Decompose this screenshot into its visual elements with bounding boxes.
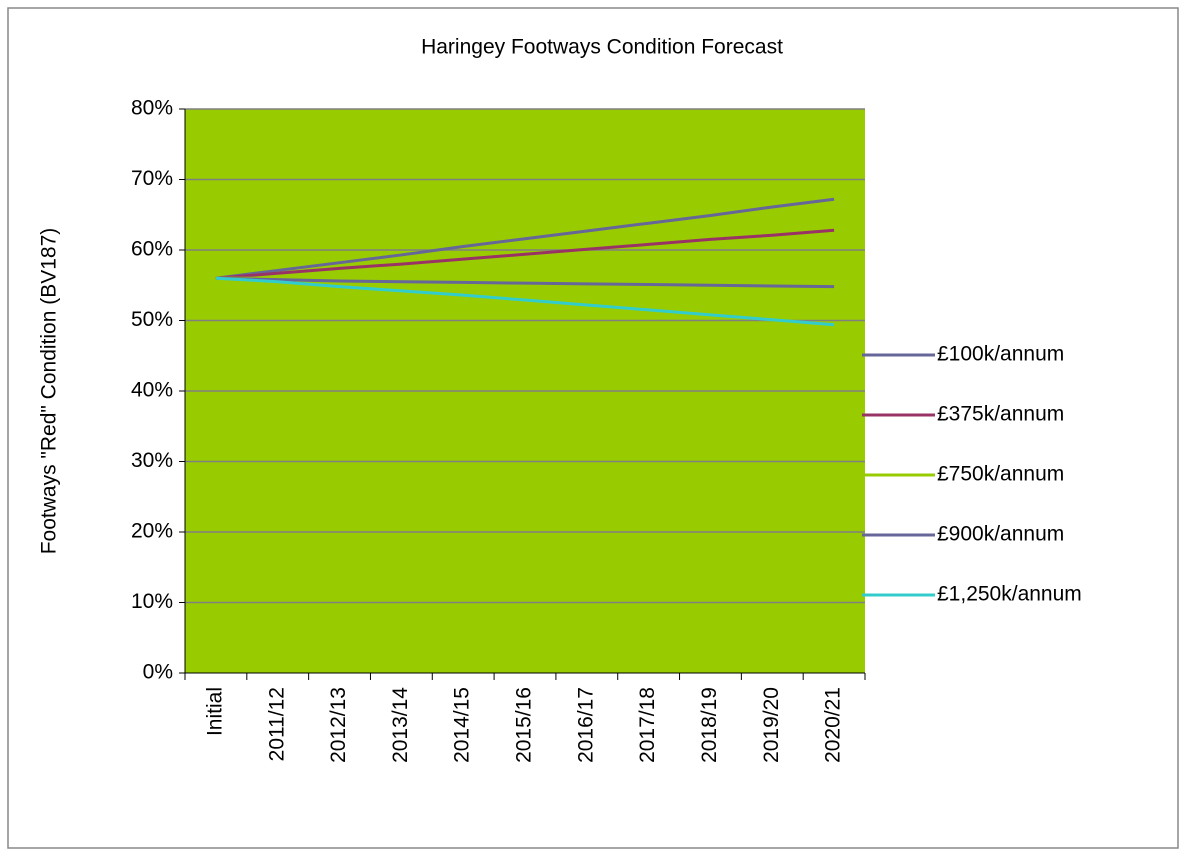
legend-label: £1,250k/annum — [937, 583, 1082, 606]
series-line — [215, 276, 835, 327]
y-tick-label: 40% — [131, 379, 173, 402]
y-tick-label: 80% — [131, 97, 173, 120]
legend-label: £750k/annum — [937, 463, 1064, 486]
series-line — [215, 197, 835, 280]
y-tick-label: 70% — [131, 167, 173, 190]
x-tick-label: 2019/20 — [760, 687, 783, 763]
x-tick-label: 2016/17 — [574, 687, 597, 763]
x-tick-label: 2011/12 — [265, 687, 288, 761]
legend-label: £375k/annum — [937, 403, 1064, 426]
y-axis-label: Footways "Red" Condition (BV187) — [38, 228, 61, 555]
x-tick-label: 2012/13 — [327, 687, 350, 763]
x-tick-label: 2020/21 — [822, 687, 845, 763]
x-tick-label: 2013/14 — [389, 687, 412, 763]
x-tick-label: 2014/15 — [451, 687, 474, 763]
x-tick-label: 2018/19 — [698, 687, 721, 763]
series-line — [215, 276, 835, 289]
y-tick-label: 20% — [131, 520, 173, 543]
x-tick-label: 2015/16 — [513, 687, 536, 763]
y-tick-label: 50% — [131, 308, 173, 331]
x-tick-label: 2017/18 — [636, 687, 659, 763]
y-tick-label: 0% — [143, 661, 173, 684]
y-tick-label: 30% — [131, 449, 173, 472]
x-tick-label: Initial — [203, 687, 226, 736]
series-line — [215, 228, 835, 280]
legend-label: £100k/annum — [937, 343, 1064, 366]
chart-title: Haringey Footways Condition Forecast — [421, 36, 783, 59]
y-tick-label: 10% — [131, 590, 173, 613]
legend-label: £900k/annum — [937, 523, 1064, 546]
y-tick-label: 60% — [131, 238, 173, 261]
